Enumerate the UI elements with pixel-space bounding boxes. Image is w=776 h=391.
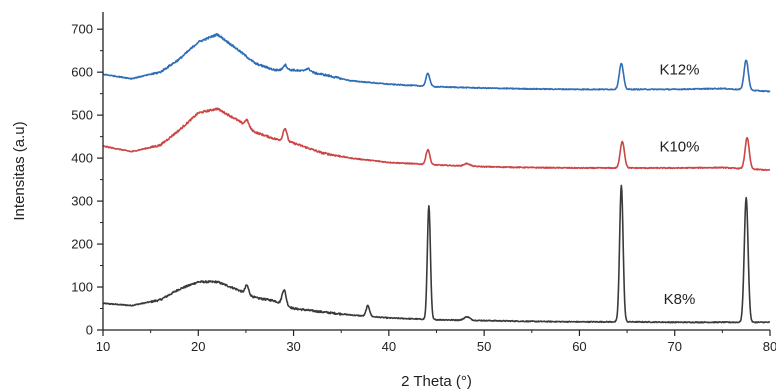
y-tick-label: 0 — [86, 323, 93, 338]
series-line-2 — [102, 107, 771, 172]
y-tick-label: 500 — [71, 108, 93, 123]
series-line-3 — [102, 32, 771, 93]
x-tick-label: 50 — [477, 339, 491, 354]
plot-area — [102, 32, 771, 324]
y-tick-label: 600 — [71, 65, 93, 80]
y-tick-label: 200 — [71, 237, 93, 252]
y-tick-label: 100 — [71, 280, 93, 295]
x-axis-title: 2 Theta (°) — [401, 373, 472, 390]
x-tick-label: 70 — [667, 339, 681, 354]
series-line-1 — [102, 184, 771, 324]
x-tick-label: 80 — [763, 339, 776, 354]
series-labels: K8% K10% K12% — [659, 61, 699, 308]
x-tick-label: 60 — [572, 339, 586, 354]
x-tick-label: 20 — [191, 339, 205, 354]
y-axis-title: Intensitas (a.u) — [11, 121, 28, 220]
x-tick-label: 30 — [286, 339, 300, 354]
y-tick-label: 300 — [71, 194, 93, 209]
x-tick-label: 10 — [96, 339, 110, 354]
series-label-1: K8% — [664, 291, 696, 308]
x-tick-label: 40 — [382, 339, 396, 354]
series-label-3: K12% — [659, 61, 699, 78]
ticks: 0 100 200 300 400 500 600 700 10 20 30 40 50 60 70 80 — [71, 22, 776, 354]
y-tick-label: 400 — [71, 151, 93, 166]
y-tick-label: 700 — [71, 22, 93, 37]
series-label-2: K10% — [659, 139, 699, 156]
